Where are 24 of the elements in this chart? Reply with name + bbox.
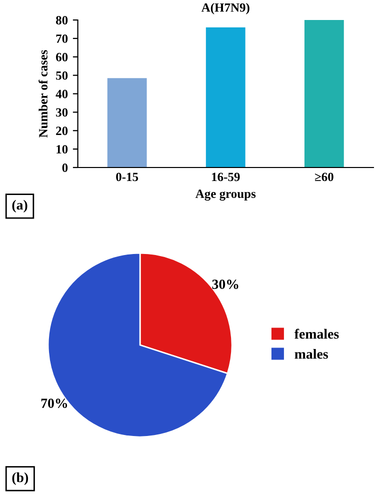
y-tick-label: 80	[56, 16, 68, 24]
x-tick-label: 0-15	[116, 172, 138, 182]
bar	[206, 27, 246, 168]
y-tick-label: 70	[56, 34, 68, 43]
x-tick-label: 16-59	[212, 172, 240, 182]
data-label: 70%	[41, 398, 68, 408]
chart-title: A(H7N9)	[201, 2, 250, 14]
legend-label: males	[294, 348, 328, 359]
y-tick-label: 60	[56, 52, 68, 62]
y-axis-title: Number of cases	[38, 50, 48, 138]
text: (b)	[12, 472, 28, 485]
text: (a)	[12, 200, 28, 212]
x-tick-label: ≥60	[315, 172, 334, 182]
y-tick-label: 40	[56, 90, 68, 98]
y-tick-label: 30	[56, 108, 68, 117]
y-tick-label: 50	[56, 71, 68, 80]
y-tick-label: 10	[56, 145, 68, 154]
bar	[304, 20, 344, 168]
data-label: 30%	[212, 280, 238, 290]
bar	[107, 78, 147, 168]
x-axis-title: Age groups	[195, 190, 256, 201]
y-tick-label: 20	[56, 126, 68, 136]
legend-label: females	[294, 328, 339, 339]
y-tick-label: 0	[62, 164, 68, 172]
